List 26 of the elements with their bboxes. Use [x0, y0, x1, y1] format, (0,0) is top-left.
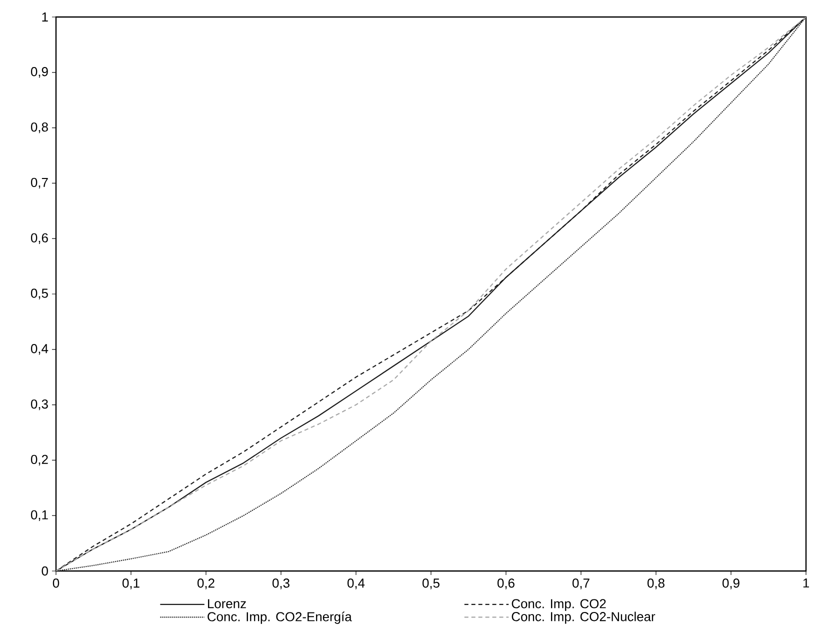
y-tick-label: 0,7 — [30, 178, 48, 189]
x-tick-label: 0,8 — [648, 578, 664, 590]
y-tick-label: 0,5 — [30, 288, 48, 300]
x-tick-label: 0,4 — [348, 578, 365, 590]
x-tick-label: 0 — [52, 578, 60, 588]
x-tick-label: 0,2 — [198, 578, 214, 590]
x-tick-label: 0,3 — [272, 578, 290, 590]
y-tick-label: 0,1 — [30, 510, 48, 521]
y-tick-label: 1 — [42, 12, 48, 22]
y-tick-label: 0,3 — [30, 399, 48, 410]
x-tick-label: 1 — [803, 578, 809, 588]
x-tick-label: 0,1 — [122, 578, 140, 590]
y-tick-label: 0,2 — [30, 454, 48, 466]
y-tick-label: 0,8 — [30, 122, 48, 134]
x-tick-label: 0,7 — [572, 578, 590, 590]
x-tick-label: 0,9 — [722, 578, 740, 590]
legend-label: Conc. Imp. CO2 — [512, 599, 606, 611]
y-tick-label: 0,6 — [30, 233, 48, 244]
x-tick-label: 0,6 — [498, 578, 514, 590]
y-tick-label: 0,9 — [30, 67, 48, 78]
legend-label: Conc. Imp. CO2-Nuclear — [512, 612, 656, 624]
y-tick-label: 0 — [42, 566, 48, 576]
y-tick-label: 0,4 — [30, 344, 48, 355]
legend-label: Conc. Imp. CO2-Energía — [208, 612, 352, 624]
legend-label: Lorenz — [208, 599, 246, 608]
x-tick-label: 0,5 — [422, 578, 440, 590]
